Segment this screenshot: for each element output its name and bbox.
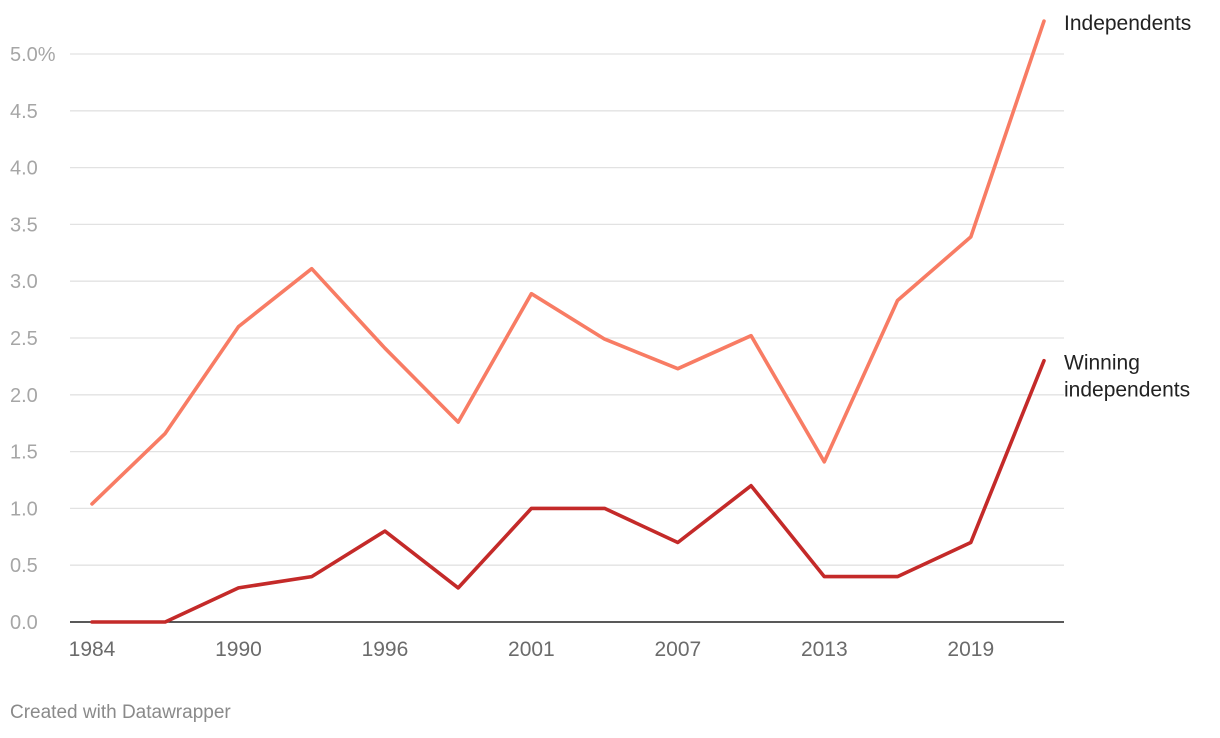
x-tick-label: 2007 <box>654 638 701 661</box>
y-tick-label: 3.0 <box>10 271 38 293</box>
series-line-1 <box>90 19 1046 506</box>
y-tick-label: 0.5 <box>10 555 38 577</box>
x-tick-label: 1984 <box>69 638 116 661</box>
line-chart: 0.0 0.5 1.0 1.5 2.0 2.5 3.0 3.5 4.0 4.5 5.0% 1984 19… <box>10 12 1191 661</box>
x-tick-label: 2019 <box>947 638 994 661</box>
y-tick-label: 2.0 <box>10 385 38 407</box>
y-tick-label: 0.0 <box>10 612 38 634</box>
x-tick-label: 2001 <box>508 638 555 661</box>
x-tick-label: 2013 <box>801 638 848 661</box>
y-tick-label: 5.0% <box>10 44 56 66</box>
y-tick-label: 3.5 <box>10 214 38 236</box>
x-tick-label: 1996 <box>362 638 409 661</box>
y-tick-label: 1.5 <box>10 442 38 464</box>
datawrapper-credit[interactable]: Created with Datawrapper <box>10 702 231 723</box>
y-tick-label: 2.5 <box>10 328 38 350</box>
y-tick-label: 4.0 <box>10 158 38 180</box>
series-line-2 <box>90 358 1046 624</box>
y-tick-label: 1.0 <box>10 498 38 520</box>
y-tick-label: 4.5 <box>10 101 38 123</box>
x-tick-label: 1990 <box>215 638 262 661</box>
series-label-2: Winning independents <box>1064 352 1190 402</box>
series-label-1: Independents <box>1064 12 1191 35</box>
